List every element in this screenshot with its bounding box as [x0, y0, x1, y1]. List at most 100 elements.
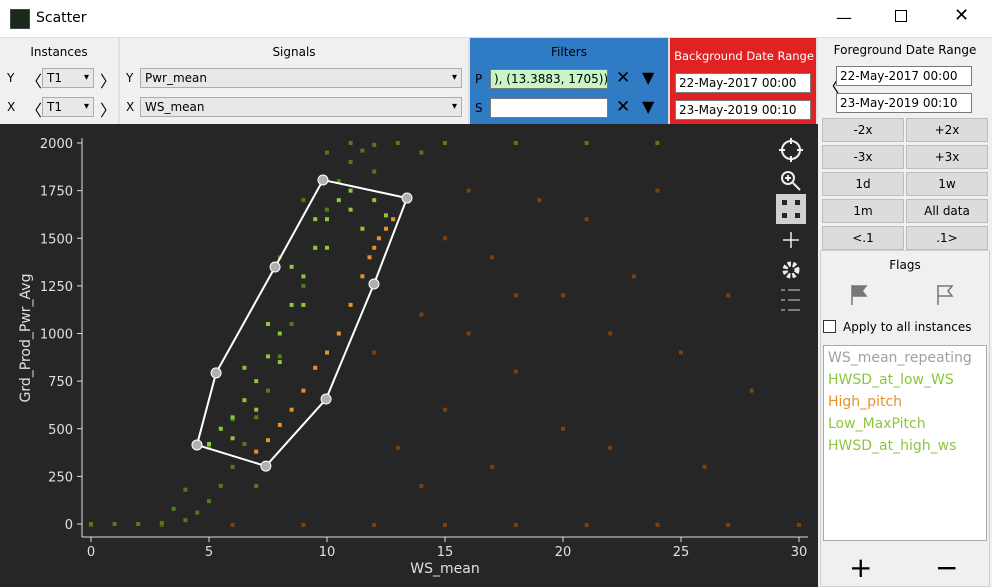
selection-vertex — [210, 367, 222, 379]
flag-item[interactable]: HWSD_at_high_ws — [828, 438, 957, 454]
data-point — [289, 264, 294, 269]
data-point — [289, 302, 294, 307]
date-picker[interactable]: 22-May-2017 00:00 — [675, 73, 811, 93]
range-button[interactable]: .1> — [906, 226, 988, 250]
unflag-icon[interactable] — [935, 283, 955, 307]
range-button[interactable]: All data — [906, 199, 988, 223]
range-button[interactable]: 1w — [906, 172, 988, 196]
flag-item[interactable]: High_pitch — [828, 394, 903, 410]
data-point — [218, 426, 223, 431]
next-button[interactable]: 〉 — [100, 72, 117, 91]
next-button[interactable]: 〉 — [100, 101, 117, 120]
data-point — [360, 274, 365, 279]
data-point — [372, 245, 377, 250]
data-point — [289, 321, 294, 326]
data-point — [348, 160, 353, 165]
remove-button[interactable]: − — [935, 551, 959, 584]
maximize-button[interactable] — [895, 10, 907, 22]
minimize-button[interactable]: — — [836, 8, 852, 27]
date-picker[interactable]: 23-May-2019 00:10 — [675, 100, 811, 120]
apply-filter-button[interactable]: ▼ — [642, 97, 655, 116]
range-button[interactable]: -2x — [822, 118, 904, 142]
data-point — [207, 499, 211, 504]
data-point — [242, 365, 247, 370]
data-point — [367, 255, 372, 260]
flag-item[interactable]: Low_MaxPitch — [828, 416, 926, 432]
data-point — [561, 293, 565, 298]
signal-select[interactable]: WS_mean — [140, 97, 462, 117]
pan-tool[interactable] — [783, 232, 799, 248]
date-picker[interactable]: 22-May-2017 00:00 — [836, 66, 972, 86]
y-tick-label: 500 — [48, 423, 73, 438]
close-button[interactable]: ✕ — [954, 5, 970, 26]
prev-button[interactable]: 〈 — [26, 72, 43, 91]
range-button[interactable]: 1m — [822, 199, 904, 223]
flag-icon[interactable] — [849, 283, 869, 307]
selection-vertex — [269, 261, 281, 273]
y-tick-label: 750 — [48, 375, 73, 390]
data-point — [360, 226, 365, 231]
instance-select[interactable]: T1 — [42, 97, 94, 117]
y-tick-label: 250 — [48, 470, 73, 485]
data-point — [443, 407, 447, 412]
add-button[interactable]: + — [849, 551, 873, 584]
date-picker[interactable]: 23-May-2019 00:10 — [836, 93, 972, 113]
range-button[interactable]: +3x — [906, 145, 988, 169]
clear-filter-button[interactable]: ✕ — [616, 68, 631, 88]
range-button[interactable]: -3x — [822, 145, 904, 169]
axis-label: X — [7, 100, 16, 114]
data-point — [112, 522, 117, 526]
apply-filter-button[interactable]: ▼ — [642, 68, 655, 87]
data-point — [242, 441, 247, 446]
instance-select[interactable]: T1 — [42, 68, 94, 88]
filter-input[interactable]: ), (13.3883, 1705)) — [490, 69, 608, 89]
filter-label: P — [475, 72, 483, 86]
prev-button[interactable]: 〈 — [26, 101, 43, 120]
data-point — [391, 217, 396, 222]
data-point — [301, 302, 306, 307]
data-point — [797, 522, 801, 527]
signal-select[interactable]: Pwr_mean — [140, 68, 462, 88]
flag-item[interactable]: HWSD_at_low_WS — [828, 372, 954, 388]
selection-polygon — [195, 178, 409, 468]
range-button[interactable]: <.1 — [822, 226, 904, 250]
data-point — [376, 236, 381, 241]
data-point — [348, 141, 353, 145]
axis-label: X — [126, 100, 135, 114]
x-tick-label: 10 — [319, 545, 336, 560]
data-point — [513, 141, 518, 145]
data-point — [490, 255, 495, 260]
data-point — [325, 150, 329, 155]
data-point — [301, 283, 306, 288]
range-button[interactable]: +2x — [906, 118, 988, 142]
prev-button[interactable]: 〈 — [822, 77, 840, 98]
title-bar: Scatter — ✕ — [0, 0, 992, 38]
reset-tool[interactable] — [779, 138, 803, 162]
y-tick-label: 1750 — [40, 185, 73, 200]
data-point — [254, 483, 259, 488]
checkbox[interactable] — [823, 320, 836, 333]
data-point — [608, 445, 613, 450]
data-point — [372, 169, 377, 174]
data-point — [313, 245, 318, 250]
filter-input[interactable] — [490, 98, 608, 118]
zoom-tool[interactable] — [781, 171, 801, 191]
data-point — [89, 522, 93, 526]
data-point — [277, 354, 282, 359]
clear-filter-button[interactable]: ✕ — [616, 97, 631, 117]
flag-item[interactable]: WS_mean_repeating — [828, 350, 972, 366]
data-point — [266, 388, 270, 393]
range-button[interactable]: 1d — [822, 172, 904, 196]
data-point — [207, 441, 211, 446]
select-tool[interactable] — [776, 194, 806, 224]
data-point — [655, 141, 660, 145]
data-point — [513, 522, 518, 527]
data-point — [230, 415, 235, 420]
data-point — [372, 198, 377, 203]
legend-tool[interactable] — [781, 289, 800, 311]
data-point — [254, 449, 259, 454]
data-point — [301, 274, 306, 279]
settings-tool[interactable] — [782, 261, 800, 279]
data-point — [183, 518, 188, 523]
